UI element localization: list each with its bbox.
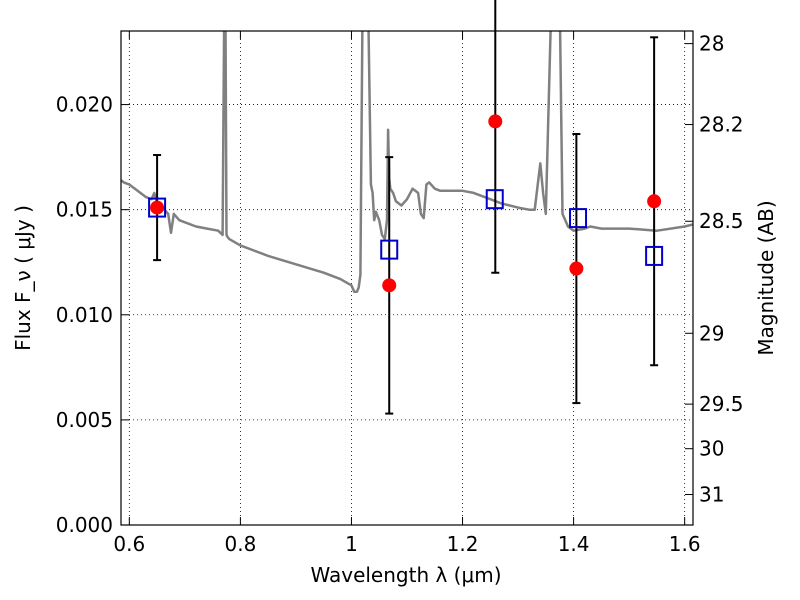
plot-frame [120,30,694,526]
y-tick-label: 0.005 [56,408,113,432]
right-tick-label: 28 [699,32,724,56]
observed-point [488,114,503,129]
spectrum-line [121,31,693,293]
model-band-point [645,245,664,266]
x-tick-label: 1.2 [447,532,479,556]
y-axis-right: 28 28.2 28.5 29 29.5 30 31 [685,32,744,507]
right-tick-label: 30 [699,437,724,461]
spectrum-layer [121,31,693,293]
y-axis-left: 0.000 0.005 0.010 0.015 0.020 [56,93,129,537]
x-axis: 0.6 0.8 1 1.2 1.4 1.6 [113,31,701,556]
x-tick-label: 0.8 [224,532,256,556]
observed-layer [150,114,662,293]
model-band-point [485,189,504,210]
x-tick-label: 1 [345,532,358,556]
x-axis-label: Wavelength λ (μm) [310,563,501,587]
right-tick-label: 29 [699,321,724,345]
right-axis-label: Magnitude (AB) [754,200,778,355]
y-tick-label: 0.000 [56,513,113,537]
observed-point [382,278,397,293]
observed-point [150,200,165,215]
observed-point [569,261,584,276]
x-tick-label: 1.6 [669,532,701,556]
right-tick-label: 28.2 [699,113,744,137]
model-band-point [380,239,399,260]
plot-background [121,31,693,525]
right-tick-label: 29.5 [699,392,744,416]
right-tick-label: 31 [699,483,724,507]
y-tick-label: 0.015 [56,198,113,222]
model-band-point [569,208,588,229]
observed-point [647,194,662,209]
right-tick-label: 28.5 [699,209,744,233]
x-tick-label: 1.4 [558,532,590,556]
x-tick-label: 0.6 [113,532,145,556]
model-band-point [148,197,167,218]
y-tick-label: 0.010 [56,303,113,327]
y-axis-label: Flux F_ν ( μJy ) [11,205,35,351]
model-band-layer [148,189,664,266]
y-tick-label: 0.020 [56,93,113,117]
